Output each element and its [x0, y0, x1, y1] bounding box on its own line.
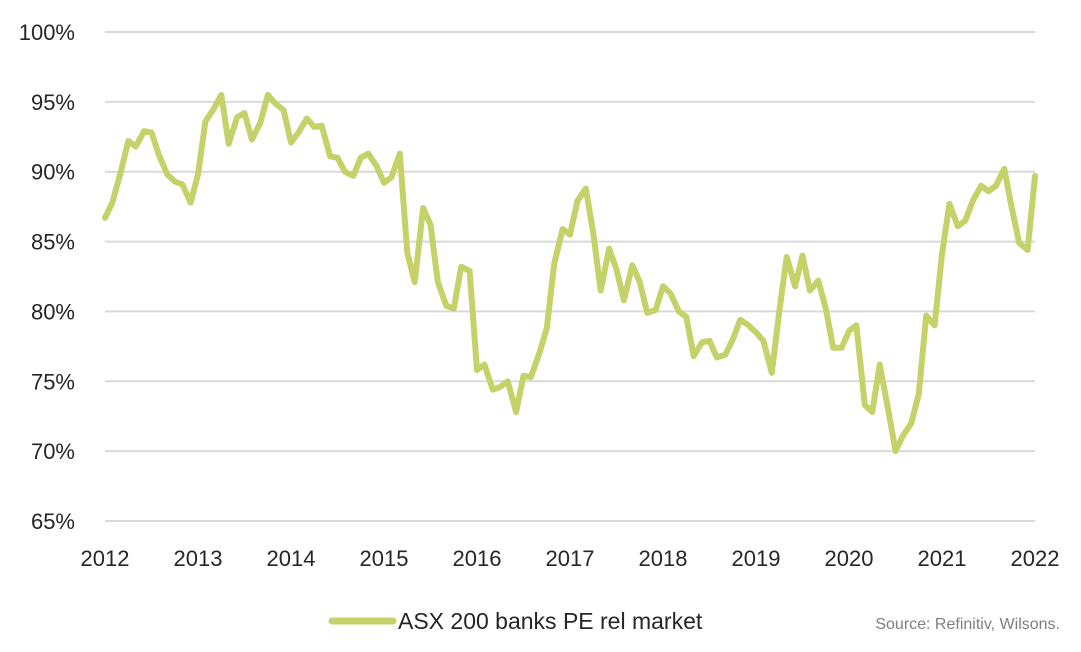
x-tick-label: 2021 [918, 546, 967, 571]
x-tick-label: 2013 [174, 546, 223, 571]
y-tick-label: 85% [31, 230, 75, 255]
gridlines [105, 31, 1035, 522]
series-line [102, 91, 1038, 455]
x-tick-label: 2015 [360, 546, 409, 571]
series-layer [102, 91, 1038, 455]
y-tick-label: 65% [31, 509, 75, 534]
x-tick-label: 2018 [639, 546, 688, 571]
source-note: Source: Refinitiv, Wilsons. [875, 616, 1060, 633]
y-tick-label: 95% [31, 90, 75, 115]
y-tick-label: 90% [31, 160, 75, 185]
x-tick-label: 2020 [825, 546, 874, 571]
y-tick-label: 100% [19, 20, 75, 45]
x-tick-label: 2022 [1011, 546, 1060, 571]
x-tick-label: 2012 [81, 546, 130, 571]
x-tick-label: 2019 [732, 546, 781, 571]
legend: ASX 200 banks PE rel market [328, 608, 703, 634]
y-axis-tick-labels: 65% 70% 75% 80% 85% 90% 95% 100% [19, 20, 75, 534]
y-tick-label: 70% [31, 439, 75, 464]
y-tick-label: 75% [31, 369, 75, 394]
x-axis-tick-labels: 2012 2013 2014 2015 2016 2017 2018 2019 2020 2021… [81, 546, 1060, 571]
x-tick-label: 2017 [546, 546, 595, 571]
x-tick-label: 2014 [267, 546, 316, 571]
legend-label: ASX 200 banks PE rel market [398, 608, 703, 634]
x-tick-label: 2016 [453, 546, 502, 571]
y-tick-label: 80% [31, 299, 75, 324]
